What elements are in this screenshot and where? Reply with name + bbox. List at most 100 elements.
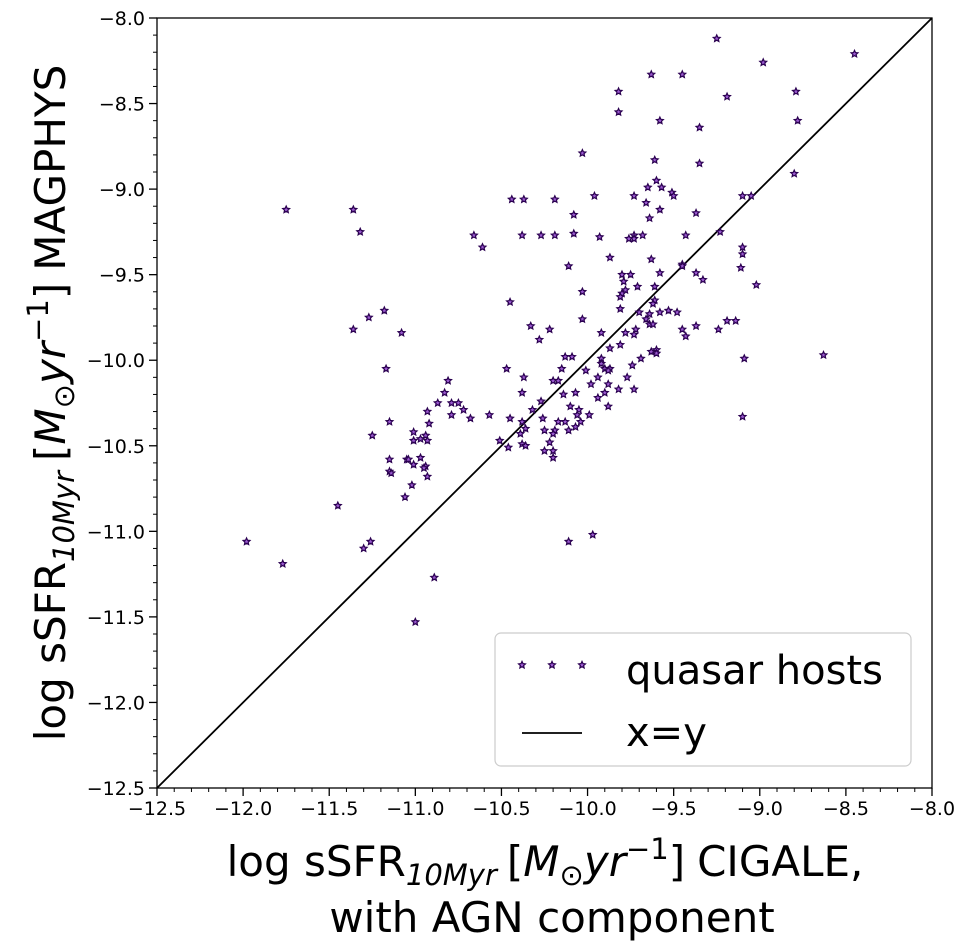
data-point (419, 462, 429, 473)
data-point (567, 351, 577, 361)
data-point (627, 360, 638, 370)
data-point (577, 286, 588, 296)
data-point (429, 572, 440, 582)
data-point (517, 416, 527, 426)
data-point (277, 558, 288, 568)
data-point (648, 319, 658, 329)
data-point (355, 226, 366, 236)
data-point (358, 543, 369, 553)
data-point (613, 384, 624, 394)
legend-star (577, 659, 587, 670)
data-point (603, 401, 614, 411)
y-label-unit-m: M (26, 408, 75, 444)
data-point (415, 433, 426, 444)
data-point (632, 281, 643, 291)
data-point (577, 314, 588, 324)
data-point (694, 158, 705, 168)
data-point (400, 492, 410, 502)
data-point (637, 230, 648, 240)
x-tick-label: −11.5 (300, 798, 358, 820)
minor-ticks (153, 34, 916, 792)
data-point (379, 305, 390, 315)
y-label-unit-open: [ (26, 445, 75, 461)
legend: quasar hosts x=y (494, 632, 912, 767)
data-point (458, 404, 469, 414)
data-point (520, 440, 531, 450)
x-tick-label: −8.5 (823, 798, 869, 820)
data-point (386, 468, 397, 478)
data-point (625, 269, 636, 279)
x-tick-label: −10.5 (472, 798, 530, 820)
x-tick-label: −9.5 (651, 798, 697, 820)
y-tick-label: −10.5 (87, 436, 145, 458)
data-point (663, 305, 674, 315)
data-point (241, 536, 252, 546)
data-point (818, 350, 829, 360)
legend-star (547, 659, 557, 670)
data-point (465, 413, 476, 423)
data-point (410, 616, 421, 627)
legend-label-x-equals-y: x=y (626, 710, 707, 756)
y-tick-label: −9.0 (99, 179, 145, 201)
data-point (649, 281, 660, 291)
data-point (655, 115, 665, 125)
data-point (548, 428, 558, 438)
y-tick-label: −8.5 (99, 94, 145, 116)
data-point (648, 298, 658, 308)
data-point (517, 230, 527, 240)
x-label-prefix: log sSFR (227, 837, 406, 886)
data-point (505, 413, 515, 423)
data-point (672, 307, 682, 317)
x-tick-label: −11.0 (386, 798, 444, 820)
data-point (527, 404, 538, 414)
data-point (537, 413, 548, 423)
data-point (553, 416, 564, 426)
y-tick-label: −9.5 (99, 265, 145, 287)
x-label-suffix: CIGALE, (697, 837, 863, 886)
data-point (568, 209, 579, 219)
data-point (593, 372, 603, 382)
data-point (563, 536, 574, 546)
y-label-subscript: 10Myr (47, 469, 81, 562)
data-point (515, 428, 526, 438)
data-point (605, 343, 615, 353)
data-point (643, 182, 653, 192)
data-point (367, 430, 378, 440)
data-point (407, 480, 417, 490)
data-point (584, 409, 595, 420)
data-point (505, 296, 515, 307)
data-point (596, 358, 607, 368)
data-point (384, 416, 395, 426)
data-point (477, 242, 488, 252)
y-label-unit-sun: ⊙ (47, 384, 81, 408)
data-point (439, 387, 450, 397)
data-point (594, 231, 605, 242)
data-point (596, 327, 607, 337)
data-point (849, 48, 860, 59)
data-point (593, 392, 603, 402)
data-point (422, 406, 433, 416)
data-point (715, 226, 725, 236)
data-point (403, 454, 414, 464)
data-point (737, 190, 748, 201)
data-point (651, 348, 662, 358)
y-tick-label: −11.5 (87, 607, 145, 629)
data-point (503, 442, 514, 452)
data-point (736, 262, 746, 272)
y-tick-label: −8.0 (99, 8, 145, 30)
data-point (698, 274, 708, 284)
y-tick-labels: −12.5 −12.0 −11.5 −11.0 −10.5 −10.0 −9.5… (87, 8, 145, 800)
data-point (544, 324, 555, 334)
data-point (581, 365, 591, 375)
legend-label-quasar-hosts: quasar hosts (626, 648, 883, 694)
data-point (381, 363, 391, 373)
data-point (617, 269, 627, 279)
legend-star (517, 659, 527, 670)
x-label-unit-m: M (523, 837, 559, 886)
data-point (281, 204, 291, 214)
data-point (737, 411, 748, 421)
data-point (534, 334, 545, 344)
data-point (655, 267, 665, 278)
data-point (517, 387, 527, 397)
data-point (711, 33, 722, 43)
